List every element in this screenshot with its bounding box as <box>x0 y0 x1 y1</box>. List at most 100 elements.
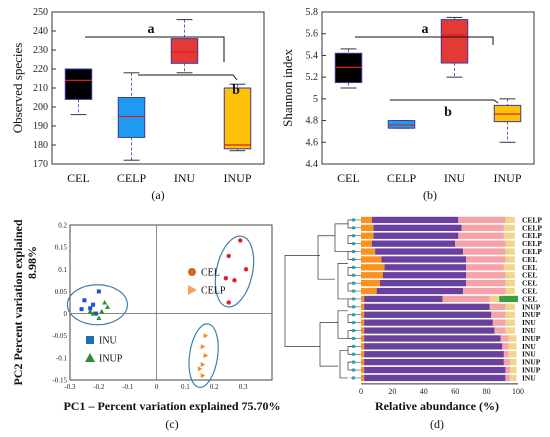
bar-segment <box>361 256 382 263</box>
box-cel <box>64 68 93 116</box>
category-label: CELP <box>387 171 417 185</box>
row-label: CEL <box>522 271 537 280</box>
x-tick-label: 40 <box>420 387 428 396</box>
dendrogram-branch <box>284 255 320 347</box>
bar-row <box>361 224 515 231</box>
bar-row <box>361 280 515 287</box>
row-label: INUP <box>522 310 541 319</box>
point-celp <box>200 344 206 350</box>
bar-segment <box>505 280 515 287</box>
panel-d-chart: CELPCELPCELPCELPCELPCELCELCELCELCELCELIN… <box>284 215 542 431</box>
significance-bracket-b <box>390 99 499 104</box>
category-label: INUP <box>493 171 521 185</box>
y-tick-label: -0.05 <box>52 332 67 340</box>
significance-bracket-a <box>85 36 225 62</box>
bar-segment <box>505 287 515 295</box>
bar-row <box>361 272 515 279</box>
point-inup <box>87 308 93 314</box>
bar-segment <box>364 327 495 334</box>
significance-label-a: a <box>422 22 429 37</box>
bar-segment <box>361 366 365 374</box>
bar-segment <box>466 280 506 287</box>
dendrogram-branch <box>339 349 348 379</box>
box-inup <box>493 98 522 143</box>
bar-segment <box>492 319 506 326</box>
bar-segment <box>361 280 380 287</box>
box-inu <box>170 19 199 74</box>
dendrogram-node <box>352 281 355 285</box>
y-tick-label: 0.2 <box>58 222 67 230</box>
row-label: CEL <box>522 287 537 296</box>
plot-frame <box>69 224 273 381</box>
y-tick-label: 220 <box>33 64 48 75</box>
point-cel <box>226 300 231 305</box>
bar-row <box>361 287 515 295</box>
dendrogram-node <box>352 368 355 372</box>
x-tick-label: 0 <box>359 387 363 396</box>
category-label: INU <box>174 171 196 185</box>
bar-segment <box>489 295 500 303</box>
dendrogram-branch <box>337 310 348 339</box>
bar-segment <box>371 240 456 247</box>
bar-segment <box>510 359 517 366</box>
row-label: INU <box>522 373 536 382</box>
bar-segment <box>458 216 506 224</box>
row-label: INUP <box>522 334 541 343</box>
box-body <box>170 38 199 64</box>
y-tick-label: 5.6 <box>306 29 319 40</box>
point-celp <box>203 353 209 359</box>
bar-segment <box>361 374 365 382</box>
point-celp <box>203 333 209 339</box>
x-tick-label: 0.2 <box>210 383 219 391</box>
significance-label-b: b <box>444 105 452 120</box>
x-tick-label: -0.2 <box>93 383 105 391</box>
bar-segment <box>499 295 518 303</box>
x-tick-label: -0.1 <box>122 383 134 391</box>
panel-c-chart: -0.3 -0.2 -0.1 0 0.1 0.2 0.3 -0.15 -0.1 -0.05 0 0.0… <box>11 219 281 431</box>
panel-label: (c) <box>165 417 178 431</box>
row-label: INU <box>522 342 536 351</box>
bar-segment <box>508 343 517 350</box>
row-label: CELP <box>522 231 542 240</box>
point-cel <box>232 278 237 283</box>
bar-segment <box>455 240 506 247</box>
y-tick-label: 210 <box>33 83 48 94</box>
dendrogram-node <box>352 336 355 340</box>
legend-label-inu: INU <box>99 336 118 347</box>
row-label: INU <box>522 326 536 335</box>
row-label: CELP <box>522 239 542 248</box>
bar-segment <box>503 264 515 271</box>
bar-row <box>361 295 518 303</box>
y-tick-label: 240 <box>33 26 48 37</box>
bar-segment <box>364 295 443 303</box>
legend-label-cel: CEL <box>201 268 220 279</box>
bar-segment <box>503 224 515 231</box>
y-tick-label: 190 <box>33 121 48 132</box>
x-tick-label: 100 <box>512 387 524 396</box>
bar-segment <box>505 240 515 247</box>
y-tick-label: 4.4 <box>306 159 319 170</box>
bar-segment <box>373 224 462 231</box>
bar-row <box>361 374 517 382</box>
bar-row <box>361 216 515 224</box>
legend-marker-celp <box>188 285 197 295</box>
point-celp <box>200 373 206 379</box>
bar-segment <box>463 248 506 255</box>
bar-segment <box>505 256 515 263</box>
cluster-ellipse-inu <box>66 284 129 326</box>
bar-segment <box>376 287 464 295</box>
box-inup <box>223 83 252 152</box>
point-inup <box>90 311 96 316</box>
bar-segment <box>361 295 365 303</box>
x-tick-label: -0.3 <box>64 383 76 391</box>
bar-row <box>361 343 517 350</box>
box-celp <box>387 120 416 129</box>
bar-segment <box>502 343 509 350</box>
y-axis-label-line2: 8.98% <box>25 246 39 279</box>
dendrogram-node <box>352 297 355 301</box>
bar-segment <box>510 374 517 382</box>
dendrogram-node <box>352 352 355 356</box>
dendrogram-node <box>352 321 355 325</box>
bar-segment <box>361 272 383 279</box>
y-tick-label: -0.1 <box>56 354 68 362</box>
